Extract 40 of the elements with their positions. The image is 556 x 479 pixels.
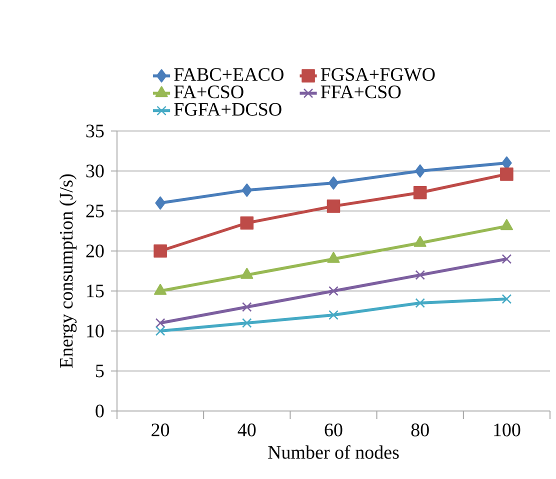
legend-label: FABC+EACO	[174, 68, 284, 81]
point	[155, 318, 166, 328]
legend-label: FGSA+FGWO	[320, 68, 435, 81]
point	[502, 294, 512, 304]
x-tick-label: 40	[238, 424, 256, 436]
y-tick-label: 25	[86, 204, 104, 218]
point	[500, 219, 513, 230]
point	[242, 184, 252, 197]
point	[415, 270, 425, 280]
point	[326, 200, 340, 213]
y-tick-label: 10	[87, 324, 104, 338]
x-tick-label: 60	[324, 424, 342, 436]
point	[240, 216, 254, 230]
point	[154, 244, 167, 258]
point	[414, 164, 426, 178]
y-tick-label: 20	[86, 244, 104, 258]
point	[413, 186, 427, 200]
legend-label: FGFA+DCSO	[174, 102, 282, 116]
point	[415, 298, 425, 308]
point	[242, 302, 252, 312]
point	[155, 326, 166, 336]
y-tick-label: 35	[86, 124, 104, 138]
point	[155, 196, 166, 210]
x-tick-label: 100	[494, 424, 520, 436]
y-tick-label: 15	[87, 284, 104, 298]
x-axis-title: Number of nodes	[268, 445, 399, 459]
legend-label: FFA+CSO	[320, 86, 401, 98]
y-axis-title: Energy consumption (J/s)	[59, 174, 77, 368]
point	[328, 176, 339, 190]
x-tick-label: 20	[152, 424, 170, 436]
y-tick-label: 30	[86, 164, 104, 178]
y-tick-label: 0	[96, 404, 104, 418]
point	[328, 286, 338, 296]
point	[500, 168, 514, 181]
y-tick-label: 5	[96, 364, 104, 378]
x-tick-label: 80	[411, 424, 429, 436]
point	[328, 310, 338, 320]
legend-label: FA+CSO	[174, 86, 244, 98]
point	[242, 318, 252, 328]
point	[502, 254, 512, 264]
